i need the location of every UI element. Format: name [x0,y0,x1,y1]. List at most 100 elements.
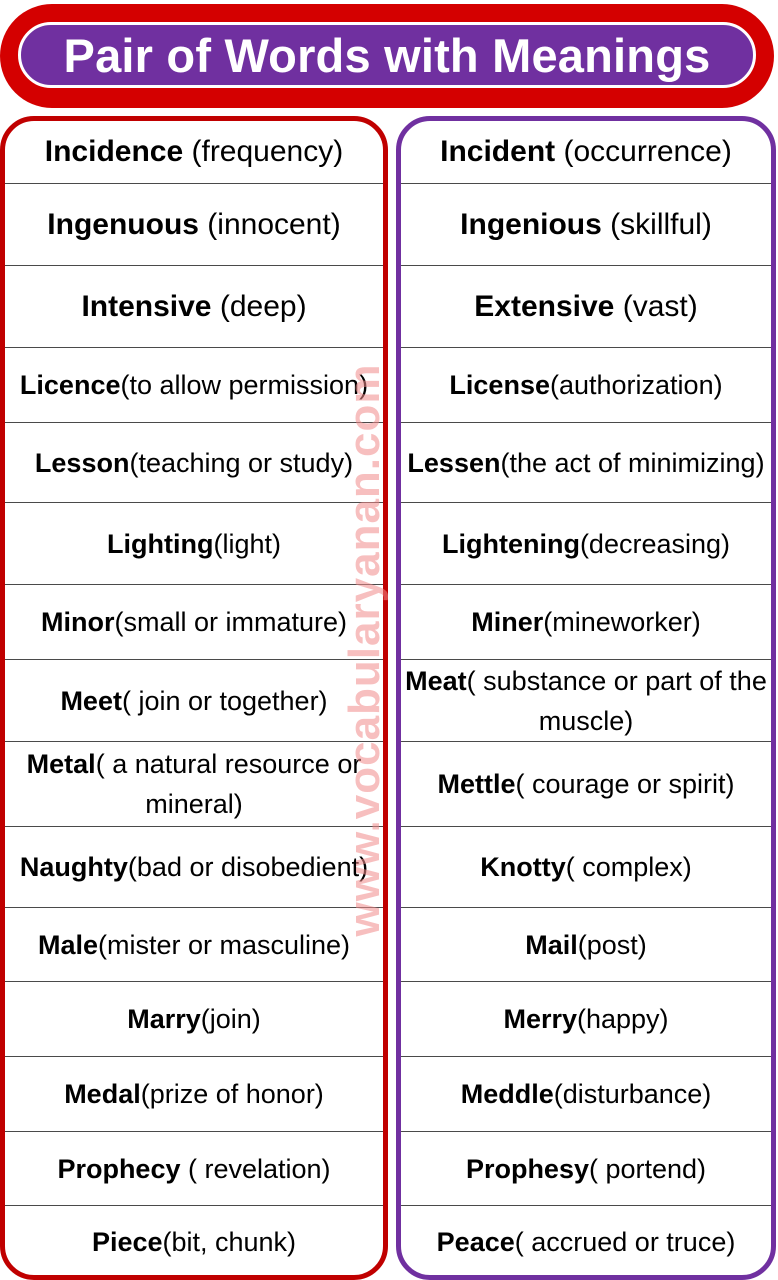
word-pair-row: Meat( substance or part of the muscle) [401,660,771,742]
meaning: (authorization) [549,370,723,400]
row-text: Lesson(teaching or study) [35,443,353,483]
word: Lessen [407,447,501,478]
word: Extensive [474,289,615,323]
meaning: (bit, chunk) [162,1226,297,1257]
row-text: Ingenuous (innocent) [47,205,340,245]
word-pair-row: Minor(small or immature) [5,585,383,660]
word: Meddle [460,1079,554,1109]
meaning: ( join or together) [121,685,328,716]
row-text: Naughty(bad or disobedient) [20,847,368,887]
row-text: Ingenious (skillful) [460,205,712,245]
word: Incident [440,135,556,168]
meaning: (small or immature) [114,607,348,637]
row-text: Incidence (frequency) [45,132,343,172]
word: Ingenuous [47,207,199,241]
word-pair-row: Miner(mineworker) [401,585,771,660]
page-title: Pair of Words with Meanings [63,28,711,82]
row-text: Male(mister or masculine) [38,925,350,965]
word: Prophesy [465,1153,589,1184]
row-text: Miner(mineworker) [471,602,701,642]
row-text: License(authorization) [449,365,722,405]
word: Mail [525,929,578,960]
meaning: (disturbance) [553,1079,712,1109]
word-pair-row: Extensive (vast) [401,266,771,348]
row-text: Mail(post) [525,925,647,965]
meaning: (innocent) [198,207,341,241]
word: Meat [405,665,467,696]
word-pair-row: Merry(happy) [401,982,771,1057]
word-pair-row: Incident (occurrence) [401,121,771,184]
word-pair-row: Licence(to allow permission) [5,348,383,423]
word-pair-row: Prophesy( portend) [401,1132,771,1206]
word: Merry [503,1004,577,1034]
meaning: ( a natural resource or mineral) [95,749,362,819]
word-pair-row: Metal( a natural resource or mineral) [5,742,383,827]
word-pair-row: Mettle( courage or spirit) [401,742,771,827]
word-pair-row: Prophecy ( revelation) [5,1132,383,1206]
meaning: (the act of minimizing) [500,447,765,478]
word-pair-row: Piece(bit, chunk) [5,1206,383,1275]
row-text: Meet( join or together) [60,681,327,721]
word: Minor [40,607,115,637]
word: License [449,370,550,400]
meaning: (light) [213,528,281,559]
meaning: (skillful) [601,207,712,241]
meaning: (prize of honor) [140,1079,324,1109]
meaning: (decreasing) [579,528,731,559]
word-pair-row: Ingenious (skillful) [401,184,771,266]
word-pair-row: Peace( accrued or truce) [401,1206,771,1275]
row-text: Meat( substance or part of the muscle) [405,661,767,741]
title-banner: Pair of Words with Meanings [0,4,774,108]
meaning: (to allow permission) [120,370,369,400]
word: Knotty [480,852,566,882]
word-pair-row: Incidence (frequency) [5,121,383,184]
word-pair-row: Lessen(the act of minimizing) [401,423,771,503]
word-pair-row: Intensive (deep) [5,266,383,348]
left-word-column: Incidence (frequency) Ingenuous (innocent… [0,116,388,1280]
meaning: (deep) [211,289,307,323]
meaning: (frequency) [183,135,344,168]
row-text: Merry(happy) [503,999,668,1039]
meaning: (teaching or study) [129,447,354,478]
word: Metal [26,749,96,779]
meaning: (join) [200,1004,261,1034]
word-pair-row: License(authorization) [401,348,771,423]
word: Piece [91,1226,163,1257]
word: Marry [127,1004,201,1034]
row-text: Minor(small or immature) [41,602,347,642]
word-pair-row: Lesson(teaching or study) [5,423,383,503]
row-text: Prophecy ( revelation) [57,1149,330,1189]
row-text: Prophesy( portend) [466,1149,706,1189]
word: Lightening [441,528,580,559]
meaning: (bad or disobedient) [127,852,369,882]
word: Medal [64,1079,141,1109]
row-text: Lightening(decreasing) [442,524,730,564]
word-pair-row: Meet( join or together) [5,660,383,742]
row-text: Medal(prize of honor) [64,1074,324,1114]
word: Incidence [44,135,184,168]
word-pair-row: Male(mister or masculine) [5,908,383,982]
row-text: Piece(bit, chunk) [92,1222,296,1262]
word-pair-row: Marry(join) [5,982,383,1057]
row-text: Knotty( complex) [480,847,692,887]
word-pair-row: Knotty( complex) [401,827,771,908]
right-word-column: Incident (occurrence) Ingenious (skillful… [396,116,776,1280]
meaning: ( accrued or truce) [514,1226,736,1257]
word: Ingenious [460,207,602,241]
meaning: (happy) [577,1004,669,1034]
meaning: ( courage or spirit) [515,769,735,799]
word-pair-row: Ingenuous (innocent) [5,184,383,266]
row-text: Lighting(light) [107,524,281,564]
meaning: (mister or masculine) [97,929,351,960]
row-text: Marry(join) [127,999,261,1039]
row-text: Licence(to allow permission) [20,365,368,405]
word-pair-row: Medal(prize of honor) [5,1057,383,1132]
word: Peace [436,1226,515,1257]
word: Naughty [19,852,128,882]
word: Intensive [81,289,212,323]
word-pair-row: Meddle(disturbance) [401,1057,771,1132]
word: Prophecy [57,1153,181,1184]
word: Lesson [34,447,130,478]
title-banner-inner: Pair of Words with Meanings [18,22,756,88]
meaning: (post) [577,929,647,960]
